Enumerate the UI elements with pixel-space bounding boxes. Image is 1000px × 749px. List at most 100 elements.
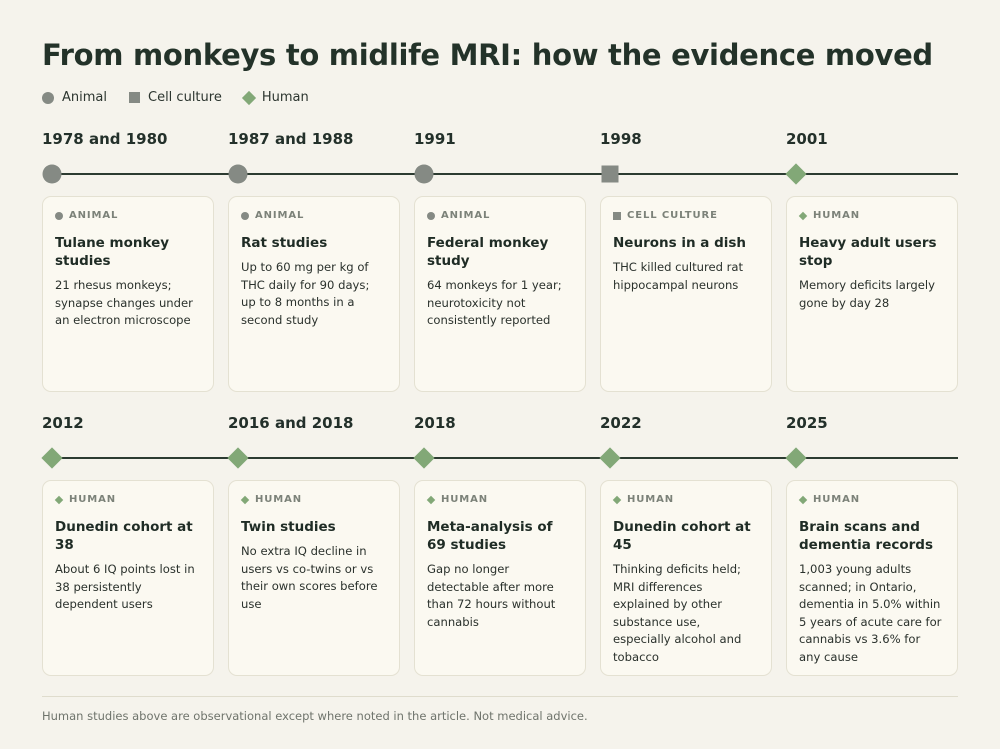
event-category-label: ANIMAL <box>441 210 491 221</box>
event-title: Dunedin cohort at 38 <box>55 519 193 553</box>
diamond-icon <box>798 211 808 220</box>
diamond-icon <box>241 90 256 105</box>
event-category-label: HUMAN <box>441 494 489 505</box>
event-description: THC killed cultured rat hippocampal neur… <box>613 260 744 292</box>
event-description: Up to 60 mg per kg of THC daily for 90 d… <box>241 260 370 327</box>
event-category: HUMAN <box>240 494 387 505</box>
timeline-line <box>50 457 958 459</box>
event-card: HUMAN Dunedin cohort at 45 Thinking defi… <box>600 480 772 676</box>
event-card: ANIMAL Tulane monkey studies 21 rhesus m… <box>42 196 214 392</box>
event-category: CELL CULTURE <box>613 210 759 221</box>
event-category-label: HUMAN <box>813 494 861 505</box>
legend-item-animal: Animal <box>42 90 107 105</box>
timeline-event: 2018 HUMAN Meta-analysis of 69 studies G… <box>413 414 586 676</box>
event-title: Heavy adult users stop <box>799 235 937 269</box>
human-marker-icon <box>785 163 807 185</box>
event-category: HUMAN <box>426 494 573 505</box>
event-category-label: HUMAN <box>255 494 303 505</box>
timeline-event: 2025 HUMAN Brain scans and dementia reco… <box>785 414 958 676</box>
event-title: Twin studies <box>241 519 336 535</box>
square-icon <box>129 92 140 103</box>
event-category-label: CELL CULTURE <box>627 210 718 221</box>
human-marker-icon <box>413 447 435 469</box>
event-category-label: ANIMAL <box>69 210 119 221</box>
event-year: 2016 and 2018 <box>228 414 354 432</box>
event-year: 2012 <box>42 414 84 432</box>
diamond-icon <box>798 495 808 504</box>
event-description: About 6 IQ points lost in 38 persistentl… <box>55 562 195 611</box>
event-year: 2001 <box>786 130 828 148</box>
event-category-label: ANIMAL <box>255 210 305 221</box>
square-icon <box>613 211 621 220</box>
event-category: HUMAN <box>798 494 945 505</box>
timeline-event: 2022 HUMAN Dunedin cohort at 45 Thinking… <box>599 414 772 676</box>
human-marker-icon <box>785 447 807 469</box>
event-card: HUMAN Brain scans and dementia records 1… <box>786 480 958 676</box>
event-title: Brain scans and dementia records <box>799 519 933 553</box>
event-card: HUMAN Dunedin cohort at 38 About 6 IQ po… <box>42 480 214 676</box>
event-title: Federal monkey study <box>427 235 549 269</box>
cell-culture-marker-icon <box>601 165 619 183</box>
event-category: ANIMAL <box>55 210 201 221</box>
event-title: Tulane monkey studies <box>55 235 170 269</box>
event-year: 1987 and 1988 <box>228 130 354 148</box>
event-description: 1,003 young adults scanned; in Ontario, … <box>799 562 942 664</box>
event-category: HUMAN <box>54 494 201 505</box>
timeline-event: 1987 and 1988 ANIMAL Rat studies Up to 6… <box>228 130 400 392</box>
event-description: No extra IQ decline in users vs co-twins… <box>241 544 378 611</box>
event-year: 2022 <box>600 414 642 432</box>
timeline-event: 2012 HUMAN Dunedin cohort at 38 About 6 … <box>41 414 214 676</box>
timeline-row-2: 2012 HUMAN Dunedin cohort at 38 About 6 … <box>41 414 958 694</box>
event-card: CELL CULTURE Neurons in a dish THC kille… <box>600 196 772 392</box>
timeline-event: 1978 and 1980 ANIMAL Tulane monkey studi… <box>42 130 214 392</box>
event-title: Meta-analysis of 69 studies <box>427 519 553 553</box>
event-category: HUMAN <box>798 210 945 221</box>
footnote: Human studies above are observational ex… <box>42 709 588 723</box>
event-description: 21 rhesus monkeys; synapse changes under… <box>55 278 193 327</box>
event-card: ANIMAL Rat studies Up to 60 mg per kg of… <box>228 196 400 392</box>
timeline-event: 2016 and 2018 HUMAN Twin studies No extr… <box>227 414 400 676</box>
legend-item-cell-culture: Cell culture <box>129 90 222 105</box>
event-title: Rat studies <box>241 235 328 251</box>
event-description: Thinking deficits held; MRI differences … <box>613 562 742 664</box>
event-year: 1998 <box>600 130 642 148</box>
timeline-row-1: 1978 and 1980 ANIMAL Tulane monkey studi… <box>42 130 958 410</box>
diamond-icon <box>612 495 622 504</box>
event-card: HUMAN Meta-analysis of 69 studies Gap no… <box>414 480 586 676</box>
legend-label: Cell culture <box>148 90 222 105</box>
event-card: HUMAN Twin studies No extra IQ decline i… <box>228 480 400 676</box>
page-title: From monkeys to midlife MRI: how the evi… <box>42 38 933 72</box>
event-category-label: HUMAN <box>627 494 675 505</box>
circle-icon <box>42 91 54 104</box>
human-marker-icon <box>41 447 63 469</box>
event-year: 1978 and 1980 <box>42 130 168 148</box>
human-marker-icon <box>599 447 621 469</box>
legend-item-human: Human <box>241 90 309 105</box>
event-category: HUMAN <box>612 494 759 505</box>
timeline-line <box>50 173 958 175</box>
footer-divider <box>42 696 958 697</box>
event-description: 64 monkeys for 1 year; neurotoxicity not… <box>427 278 562 327</box>
timeline-event: 1998 CELL CULTURE Neurons in a dish THC … <box>600 130 772 392</box>
circle-icon <box>55 211 63 220</box>
event-category-label: HUMAN <box>813 210 861 221</box>
diamond-icon <box>240 495 250 504</box>
event-year: 2018 <box>414 414 456 432</box>
legend: Animal Cell culture Human <box>42 90 331 105</box>
animal-marker-icon <box>228 164 248 184</box>
legend-label: Human <box>261 90 309 105</box>
event-year: 2025 <box>786 414 828 432</box>
event-card: HUMAN Heavy adult users stop Memory defi… <box>786 196 958 392</box>
event-year: 1991 <box>414 130 456 148</box>
animal-marker-icon <box>414 164 434 184</box>
timeline-event: 2001 HUMAN Heavy adult users stop Memory… <box>785 130 958 392</box>
diamond-icon <box>426 495 436 504</box>
legend-label: Animal <box>62 90 107 105</box>
circle-icon <box>241 211 249 220</box>
timeline-event: 1991 ANIMAL Federal monkey study 64 monk… <box>414 130 586 392</box>
human-marker-icon <box>227 447 249 469</box>
event-description: Memory deficits largely gone by day 28 <box>799 278 935 310</box>
event-title: Dunedin cohort at 45 <box>613 519 751 553</box>
event-category: ANIMAL <box>241 210 387 221</box>
event-category-label: HUMAN <box>69 494 117 505</box>
